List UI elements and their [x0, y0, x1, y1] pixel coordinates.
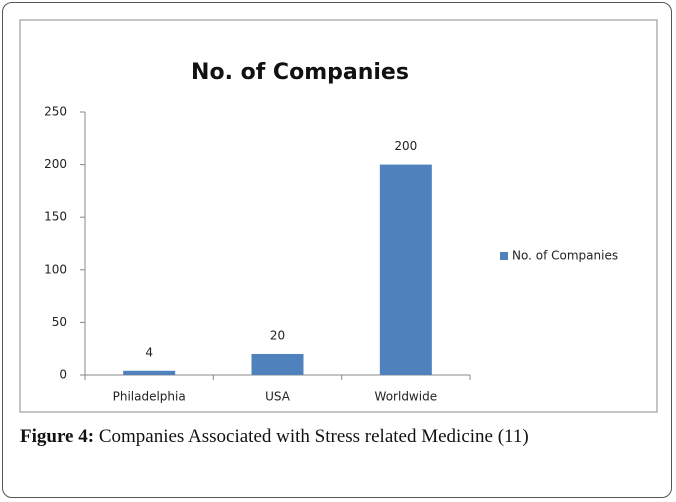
y-tick-label: 50 [52, 315, 67, 329]
x-tick-label: Worldwide [375, 390, 438, 404]
y-tick-label: 150 [44, 210, 67, 224]
data-label: 20 [270, 328, 285, 342]
data-label: 200 [394, 139, 417, 153]
y-tick-label: 100 [44, 262, 67, 276]
y-tick-label: 0 [59, 368, 67, 382]
y-tick-label: 250 [44, 105, 67, 119]
chart-title: No. of Companies [191, 60, 409, 85]
chart: No. of Companies 0 50 100 150 200 250 Philadel… [19, 19, 658, 413]
caption-label: Figure 4: [20, 426, 95, 447]
x-tick-label: USA [265, 390, 291, 404]
chart-border [19, 19, 658, 413]
x-tick-label: Philadelphia [113, 390, 186, 404]
caption: Figure 4: Companies Associated with Stre… [20, 426, 529, 448]
data-label: 4 [145, 345, 153, 359]
figure-frame [2, 2, 672, 498]
bar [251, 353, 304, 375]
bar [379, 164, 432, 375]
caption-text: Companies Associated with Stress related… [98, 426, 529, 447]
legend-swatch [500, 252, 508, 260]
bar [123, 370, 176, 375]
legend-label: No. of Companies [512, 249, 618, 263]
y-tick-label: 200 [44, 157, 67, 171]
